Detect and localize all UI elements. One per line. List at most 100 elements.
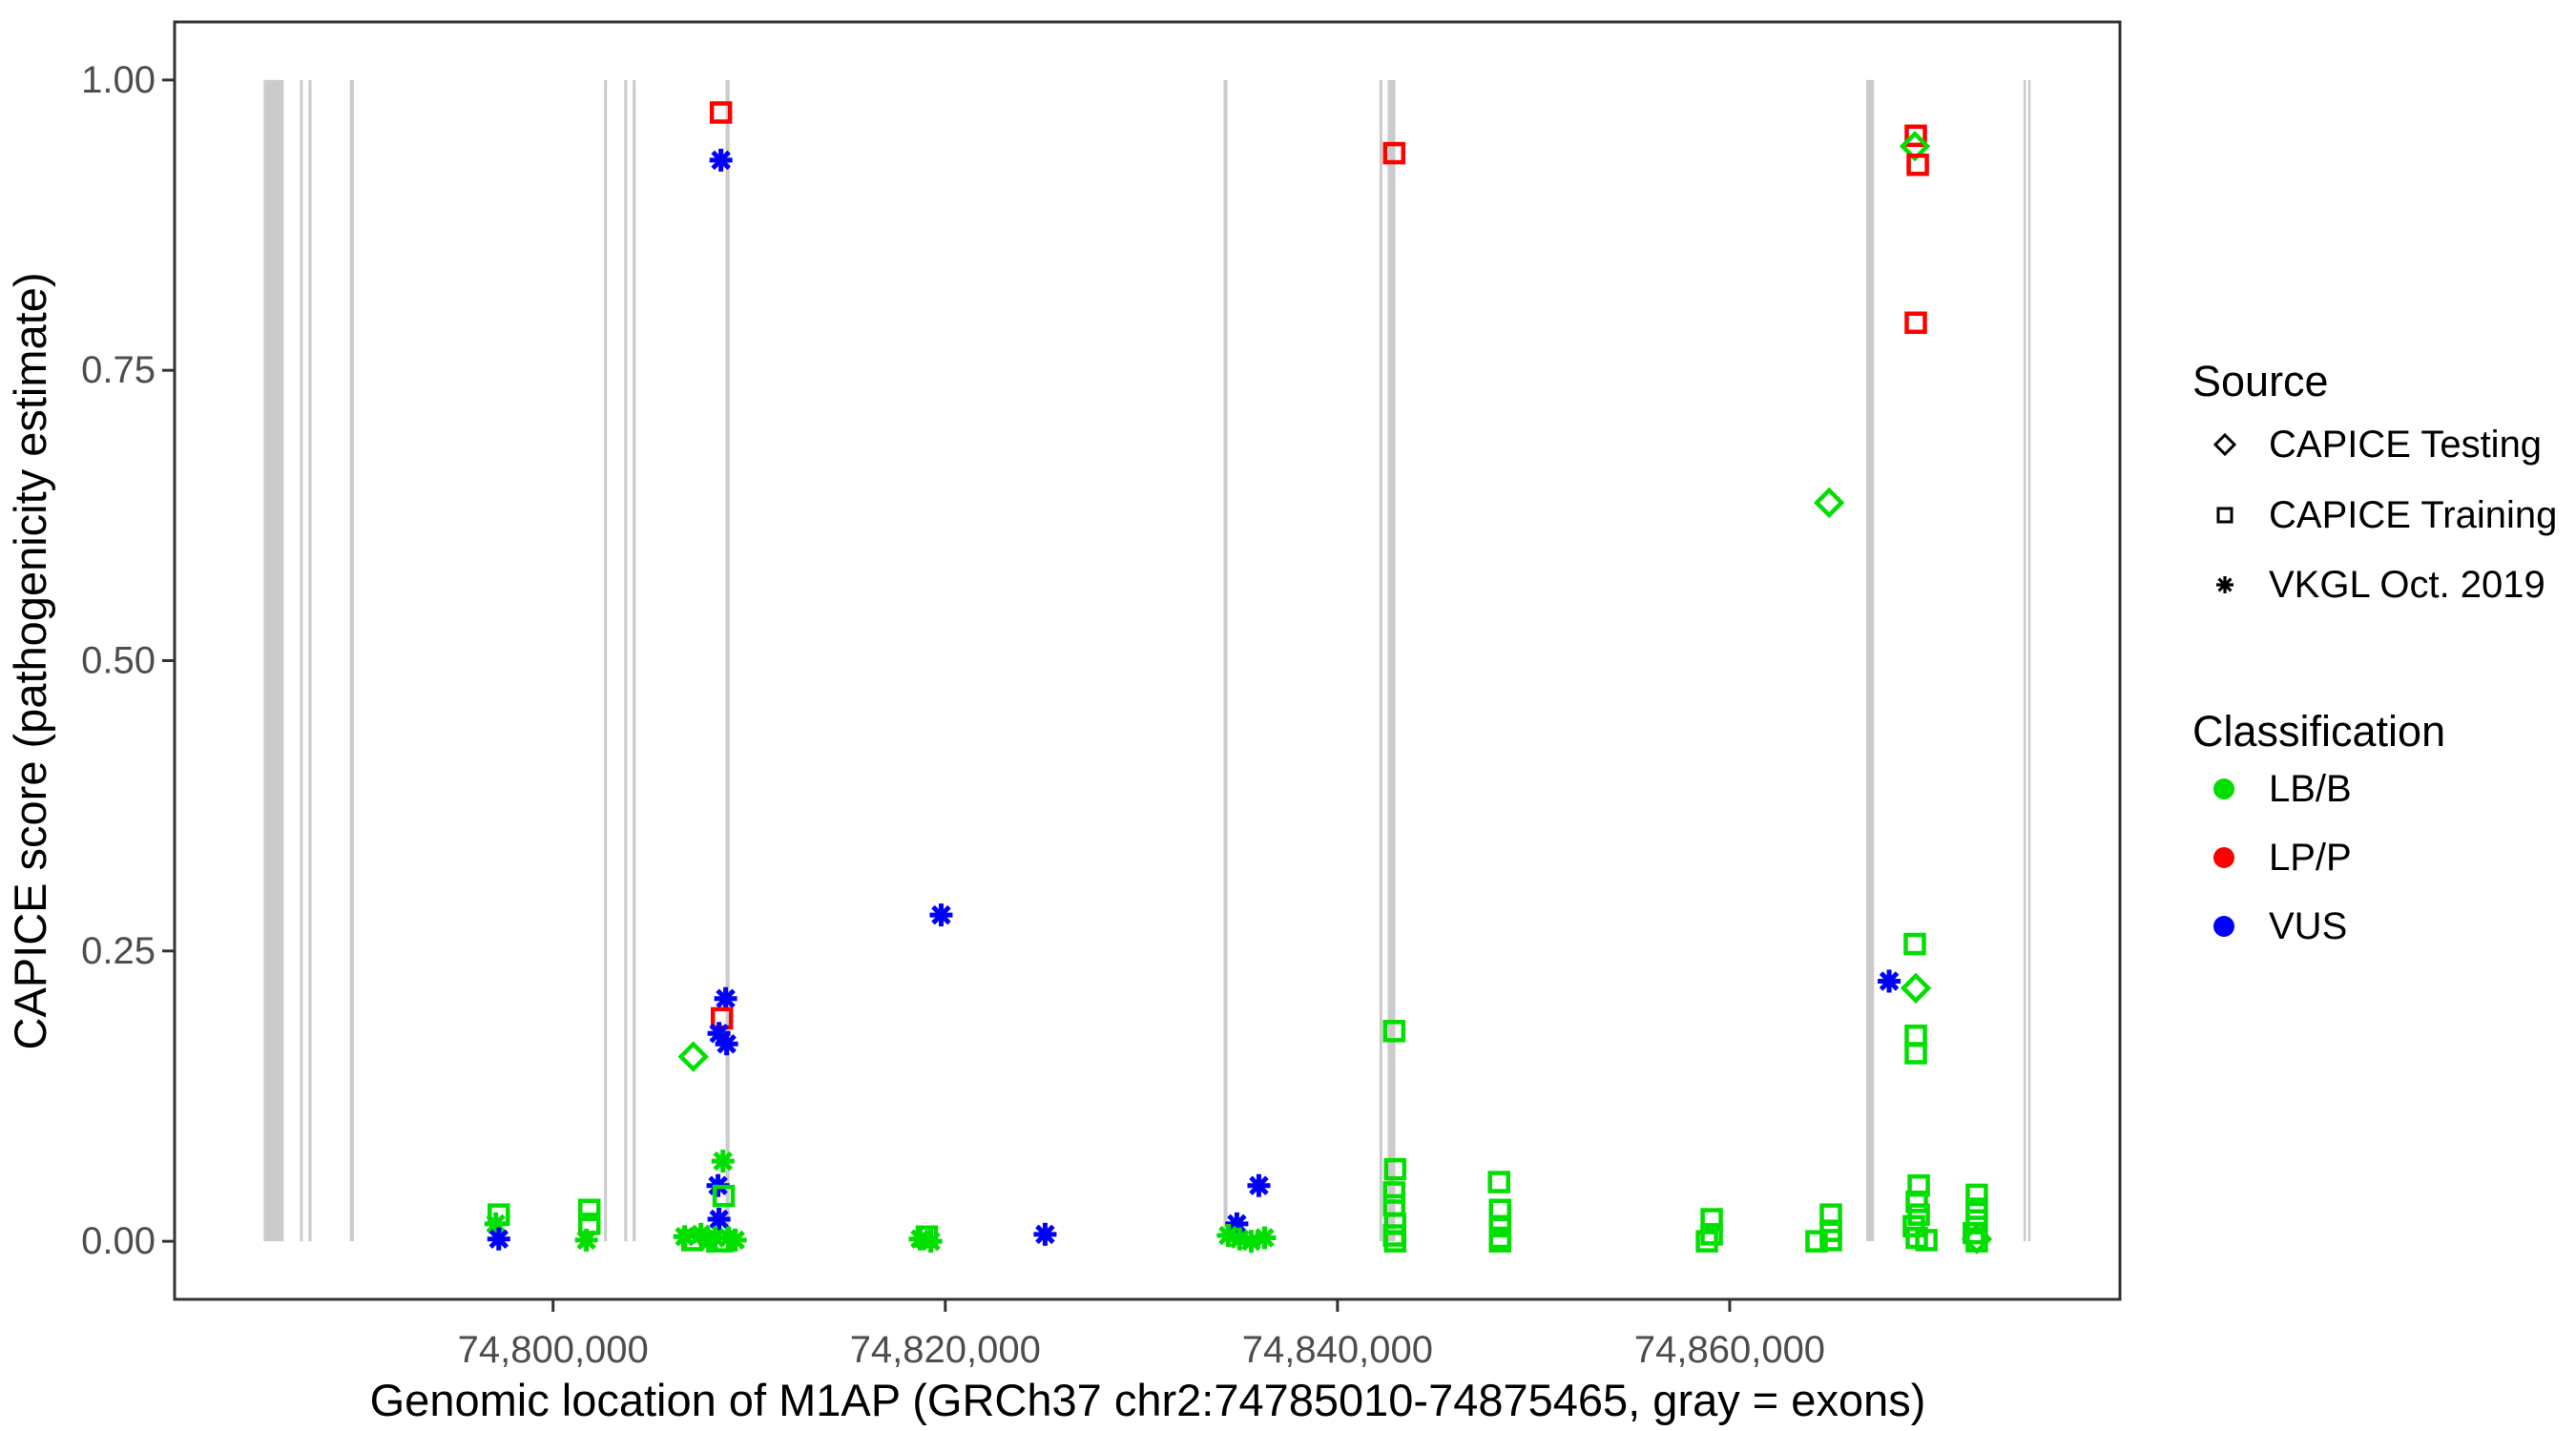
data-point-square bbox=[1383, 1157, 1407, 1181]
data-point-square bbox=[1905, 1190, 1928, 1213]
data-point-diamond bbox=[1899, 131, 1931, 162]
data-point-square bbox=[1382, 1020, 1406, 1043]
legend-item-capice-testing: CAPICE Testing bbox=[2212, 424, 2542, 466]
y-tick-label: 0.50 bbox=[81, 640, 156, 682]
lbb-dot-icon bbox=[2213, 778, 2234, 799]
data-point-asterisk bbox=[1247, 1173, 1271, 1197]
data-point-asterisk bbox=[487, 1227, 510, 1251]
x-axis-title: Genomic location of M1AP (GRCh37 chr2:74… bbox=[370, 1375, 1926, 1425]
legend-label: VUS bbox=[2269, 905, 2347, 947]
data-point-asterisk bbox=[1878, 969, 1901, 993]
data-point-asterisk bbox=[929, 903, 953, 927]
data-point-square bbox=[1488, 1214, 1512, 1238]
exon-bar bbox=[300, 79, 303, 1242]
y-axis: 1.00 0.75 0.50 0.25 0.00 bbox=[81, 59, 175, 1262]
data-point-asterisk bbox=[711, 1150, 735, 1173]
exon-bar bbox=[1379, 79, 1382, 1242]
exon-bars bbox=[263, 79, 2031, 1242]
data-point-square bbox=[1965, 1197, 1988, 1220]
plot-panel bbox=[173, 20, 2122, 1301]
data-point-square bbox=[1382, 141, 1406, 165]
data-point-diamond bbox=[1813, 487, 1845, 519]
data-point-asterisk bbox=[714, 986, 737, 1010]
data-point-square bbox=[577, 1198, 601, 1222]
exon-bar bbox=[263, 79, 284, 1242]
data-point-square bbox=[1965, 1183, 1988, 1207]
legend-label: VKGL Oct. 2019 bbox=[2269, 564, 2545, 606]
data-points bbox=[484, 101, 1993, 1255]
legend-item-vus: VUS bbox=[2213, 905, 2347, 947]
data-point-asterisk bbox=[484, 1212, 508, 1235]
data-point-asterisk bbox=[723, 1228, 747, 1252]
data-point-square bbox=[1488, 1230, 1512, 1253]
exon-bar bbox=[624, 79, 628, 1242]
x-tick-label: 74,860,000 bbox=[1634, 1329, 1825, 1371]
data-point-square bbox=[1907, 1203, 1930, 1226]
data-point-square bbox=[1695, 1230, 1718, 1253]
data-point-square bbox=[1700, 1208, 1723, 1231]
exon-bar bbox=[2023, 79, 2026, 1242]
data-point-asterisk bbox=[919, 1230, 943, 1254]
data-point-square bbox=[1904, 124, 1927, 148]
legend-item-capice-training: CAPICE Training bbox=[2216, 494, 2557, 536]
vus-dot-icon bbox=[2213, 916, 2234, 937]
legend-label: LB/B bbox=[2269, 768, 2352, 810]
lpp-dot-icon bbox=[2213, 847, 2234, 868]
exon-bar bbox=[349, 79, 354, 1242]
y-tick-label: 0.00 bbox=[81, 1220, 156, 1262]
data-point-square bbox=[1904, 1042, 1927, 1065]
data-point-square bbox=[1805, 1230, 1828, 1253]
x-tick-label: 74,820,000 bbox=[850, 1329, 1041, 1371]
data-point-asterisk bbox=[715, 1032, 738, 1056]
legend-source: Source CAPICE Testing CAPICE Training VK… bbox=[2192, 357, 2557, 606]
x-tick-label: 74,800,000 bbox=[458, 1329, 649, 1371]
y-tick-label: 1.00 bbox=[81, 59, 156, 101]
legend-item-lbb: LB/B bbox=[2213, 768, 2352, 810]
square-icon bbox=[2216, 507, 2233, 524]
data-point-square bbox=[1487, 1171, 1510, 1193]
data-point-asterisk bbox=[1033, 1222, 1057, 1246]
data-point-diamond bbox=[1900, 972, 1932, 1004]
data-point-diamond bbox=[677, 1041, 709, 1072]
data-point-asterisk bbox=[574, 1228, 598, 1252]
legend-label: LP/P bbox=[2269, 837, 2352, 879]
y-axis-title: CAPICE score (pathogenicity estimate) bbox=[5, 273, 55, 1050]
legend-classification: Classification LB/B LP/P VUS bbox=[2192, 707, 2445, 947]
x-tick-label: 74,840,000 bbox=[1242, 1329, 1433, 1371]
data-point-square bbox=[1383, 1230, 1407, 1253]
asterisk-icon bbox=[2216, 576, 2233, 593]
exon-bar bbox=[633, 79, 636, 1242]
y-tick-label: 0.75 bbox=[81, 349, 156, 391]
exon-bar bbox=[725, 79, 730, 1242]
exon-bar bbox=[1223, 79, 1228, 1242]
legend-item-vkgl: VKGL Oct. 2019 bbox=[2216, 564, 2545, 606]
data-point-square bbox=[577, 1213, 601, 1235]
legend-item-lpp: LP/P bbox=[2213, 837, 2352, 879]
exon-bar bbox=[308, 79, 312, 1242]
data-point-square bbox=[709, 101, 733, 124]
legend-source-title: Source bbox=[2192, 357, 2329, 405]
data-point-square bbox=[1382, 1181, 1406, 1204]
data-point-square bbox=[712, 1184, 736, 1208]
legend-label: CAPICE Training bbox=[2269, 494, 2557, 536]
diamond-icon bbox=[2212, 432, 2237, 457]
legend-label: CAPICE Testing bbox=[2269, 424, 2542, 466]
data-point-square bbox=[1819, 1229, 1842, 1252]
data-point-square bbox=[1906, 153, 1929, 176]
x-axis: 74,800,000 74,820,000 74,840,000 74,860,000 bbox=[458, 1299, 1825, 1371]
data-point-square bbox=[1915, 1229, 1938, 1252]
data-point-square bbox=[1904, 311, 1927, 335]
data-point-square bbox=[1902, 1214, 1925, 1238]
exon-bar bbox=[2027, 79, 2031, 1242]
y-tick-label: 0.25 bbox=[81, 930, 156, 972]
data-point-diamond bbox=[1961, 1223, 1993, 1255]
exon-bar bbox=[1866, 79, 1875, 1242]
data-point-asterisk bbox=[709, 148, 733, 172]
exon-bar bbox=[1387, 79, 1396, 1242]
data-point-asterisk bbox=[1253, 1226, 1277, 1250]
data-point-square bbox=[1903, 932, 1926, 956]
data-point-asterisk bbox=[707, 1208, 731, 1232]
legend-classification-title: Classification bbox=[2192, 707, 2445, 756]
